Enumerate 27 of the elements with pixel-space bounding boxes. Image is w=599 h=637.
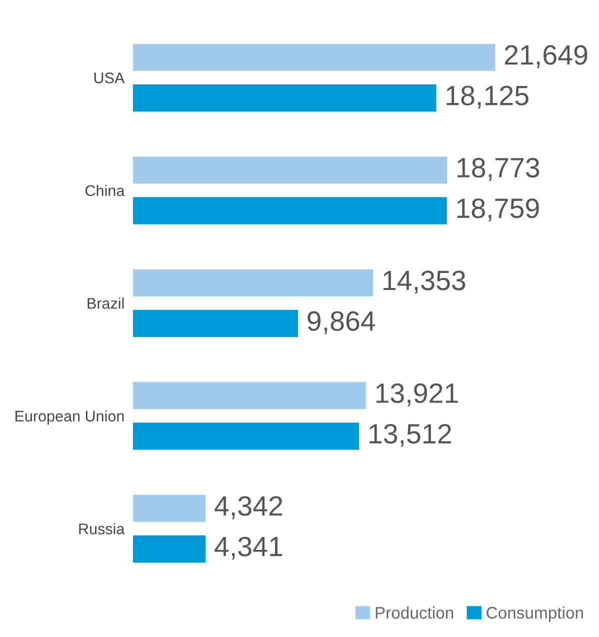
data-label: 13,512 xyxy=(370,424,451,447)
data-label: 21,649 xyxy=(504,45,588,68)
bar xyxy=(133,84,436,112)
legend-label: Consumption xyxy=(486,606,583,622)
data-label: 4,341 xyxy=(214,536,282,560)
legend-label: Production xyxy=(376,606,454,619)
bar xyxy=(133,494,206,522)
y-tick-label: European Union xyxy=(16,410,124,425)
bar xyxy=(133,197,447,224)
y-tick-label: Brazil xyxy=(88,298,124,309)
bar xyxy=(133,310,298,337)
bar xyxy=(133,382,366,410)
y-tick-label: China xyxy=(86,184,125,196)
data-label: 9,864 xyxy=(308,311,376,334)
data-label: 18,125 xyxy=(446,86,528,109)
y-tick-label: USA xyxy=(94,72,125,84)
bar xyxy=(133,422,360,450)
bar xyxy=(133,269,374,296)
data-label: 14,353 xyxy=(384,270,466,294)
data-label: 18,759 xyxy=(457,198,539,222)
data-label: 18,773 xyxy=(458,158,540,181)
data-label: 4,342 xyxy=(214,496,282,520)
bar xyxy=(133,44,496,71)
data-label: 13,921 xyxy=(376,383,458,406)
bar xyxy=(133,535,206,562)
bar xyxy=(133,156,448,184)
y-tick-label: Russia xyxy=(79,523,125,534)
